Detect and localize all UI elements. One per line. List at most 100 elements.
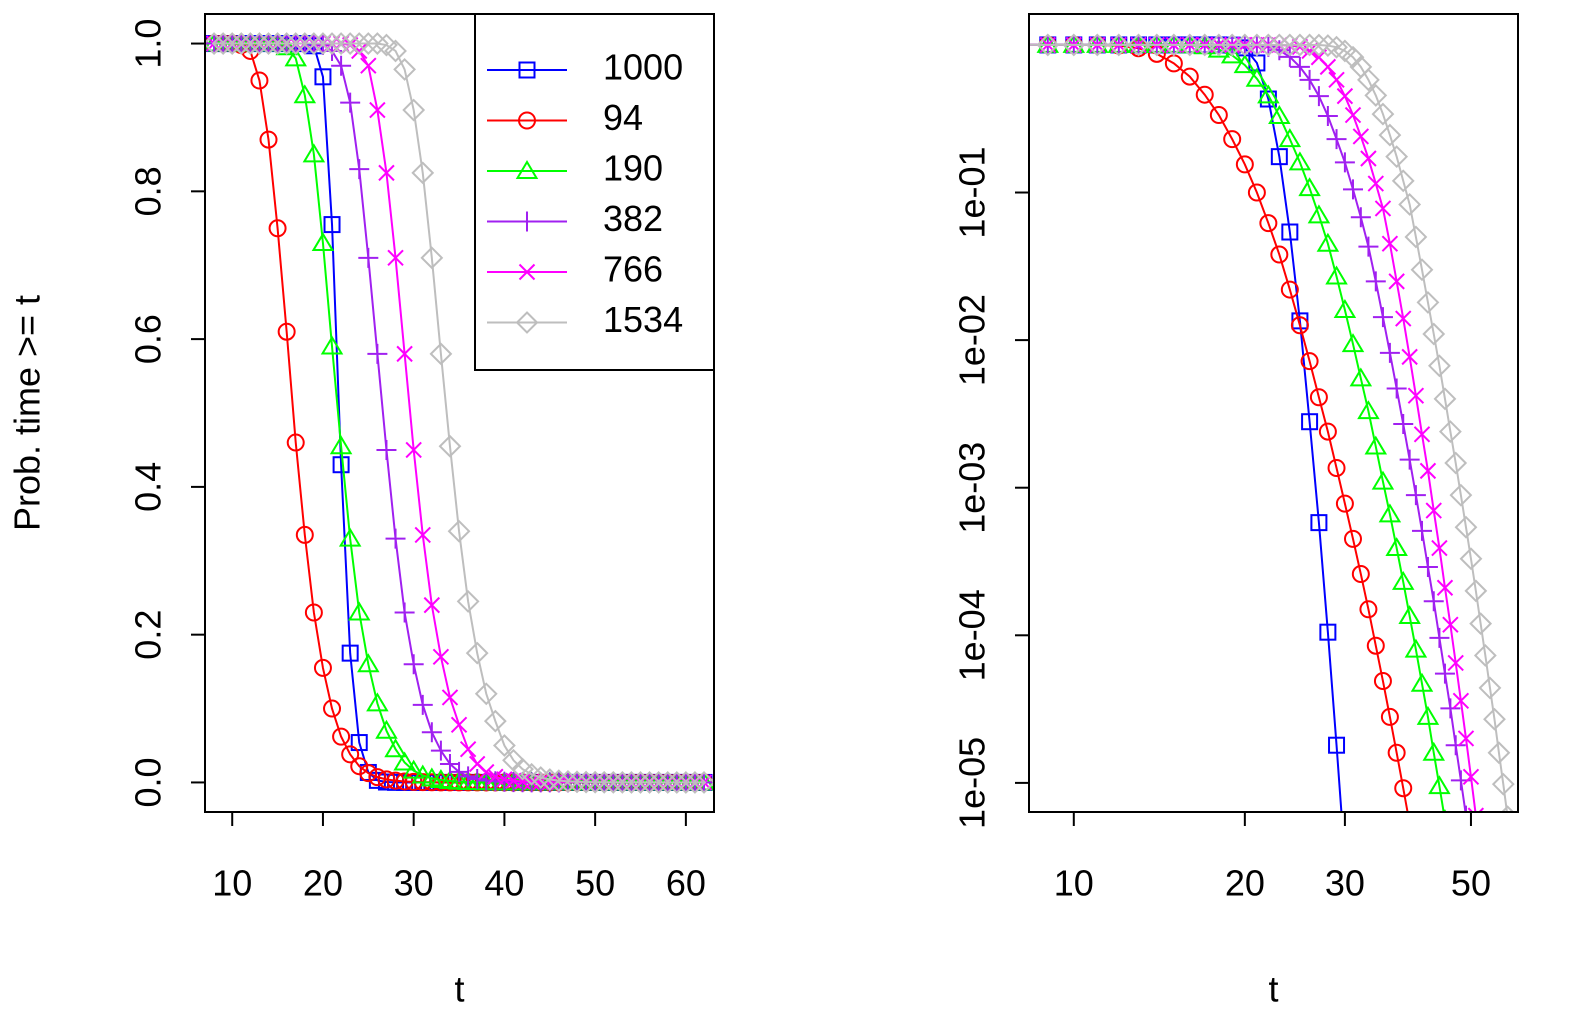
marker bbox=[393, 751, 416, 771]
marker bbox=[1405, 485, 1426, 506]
marker bbox=[1317, 105, 1338, 126]
marker bbox=[492, 734, 516, 757]
marker bbox=[449, 761, 470, 782]
marker bbox=[1379, 342, 1400, 363]
x-tick-label: 20 bbox=[303, 863, 343, 904]
marker bbox=[1029, 43, 1031, 47]
marker bbox=[1367, 175, 1384, 192]
marker bbox=[304, 603, 323, 622]
marker bbox=[1483, 707, 1506, 731]
marker bbox=[1278, 33, 1302, 57]
marker bbox=[574, 770, 598, 794]
marker bbox=[1502, 838, 1522, 858]
marker bbox=[1209, 106, 1228, 125]
marker bbox=[441, 689, 459, 706]
series-line bbox=[1029, 43, 1445, 812]
marker bbox=[1381, 235, 1399, 252]
marker bbox=[347, 601, 371, 621]
marker bbox=[1422, 741, 1445, 761]
marker bbox=[395, 772, 414, 791]
marker bbox=[1233, 54, 1257, 74]
marker bbox=[1259, 214, 1278, 233]
marker bbox=[323, 216, 341, 234]
marker bbox=[1326, 129, 1347, 150]
marker bbox=[1364, 83, 1388, 107]
marker bbox=[1011, 37, 1027, 53]
series-line bbox=[1029, 43, 1477, 812]
marker bbox=[1385, 145, 1409, 169]
marker bbox=[329, 435, 353, 455]
marker bbox=[565, 770, 589, 794]
marker bbox=[1413, 426, 1431, 443]
marker bbox=[295, 525, 314, 544]
marker bbox=[238, 32, 262, 55]
marker bbox=[1308, 86, 1329, 107]
marker bbox=[456, 590, 480, 613]
marker bbox=[293, 32, 317, 55]
marker bbox=[313, 658, 332, 677]
marker bbox=[1349, 367, 1373, 387]
marker bbox=[229, 32, 253, 55]
marker bbox=[656, 771, 680, 794]
marker bbox=[420, 246, 444, 270]
marker bbox=[518, 61, 536, 79]
marker bbox=[1391, 169, 1415, 193]
plot-area bbox=[205, 32, 714, 794]
marker bbox=[1491, 772, 1515, 796]
marker bbox=[474, 682, 498, 706]
marker bbox=[1280, 280, 1299, 299]
marker bbox=[340, 92, 361, 113]
marker bbox=[1454, 515, 1478, 539]
marker bbox=[385, 528, 406, 549]
marker bbox=[429, 342, 453, 366]
marker bbox=[1245, 33, 1269, 57]
marker bbox=[518, 111, 536, 130]
marker bbox=[1279, 46, 1300, 67]
marker bbox=[459, 740, 477, 758]
marker bbox=[1359, 600, 1378, 619]
marker bbox=[351, 42, 368, 60]
marker bbox=[1351, 565, 1370, 584]
marker bbox=[1464, 805, 1467, 812]
marker bbox=[1316, 34, 1340, 57]
marker bbox=[1288, 33, 1312, 57]
marker bbox=[1366, 636, 1385, 655]
y-tick-label: 0.0 bbox=[128, 757, 169, 807]
marker bbox=[1289, 56, 1310, 77]
marker bbox=[1127, 33, 1150, 57]
marker bbox=[1374, 200, 1392, 217]
marker bbox=[1357, 68, 1380, 92]
marker bbox=[396, 345, 413, 363]
marker bbox=[411, 764, 435, 784]
marker bbox=[302, 32, 326, 55]
marker bbox=[1085, 33, 1109, 57]
marker bbox=[1327, 458, 1346, 477]
marker bbox=[1428, 775, 1451, 795]
marker bbox=[1180, 67, 1199, 86]
marker bbox=[683, 771, 707, 794]
x-tick-label: 50 bbox=[1451, 863, 1491, 904]
marker bbox=[1336, 87, 1354, 105]
y-tick-label: 1e-03 bbox=[952, 442, 993, 534]
marker bbox=[1388, 273, 1405, 290]
marker bbox=[394, 602, 415, 623]
legend-label: 1534 bbox=[603, 299, 683, 340]
marker bbox=[432, 648, 450, 666]
marker bbox=[1431, 539, 1448, 557]
marker bbox=[314, 68, 332, 86]
marker bbox=[1378, 503, 1402, 523]
marker bbox=[1301, 413, 1319, 431]
marker bbox=[257, 32, 280, 55]
marker bbox=[1395, 310, 1412, 327]
marker bbox=[1401, 348, 1418, 366]
y-axis-label: Prob. time >= t bbox=[7, 295, 48, 531]
marker bbox=[1357, 400, 1380, 420]
marker bbox=[1360, 150, 1377, 167]
marker bbox=[284, 47, 307, 67]
marker bbox=[1298, 33, 1322, 57]
marker bbox=[1436, 579, 1454, 596]
marker bbox=[1195, 85, 1214, 104]
marker bbox=[1036, 33, 1060, 57]
marker bbox=[1257, 84, 1280, 104]
marker bbox=[338, 32, 362, 55]
